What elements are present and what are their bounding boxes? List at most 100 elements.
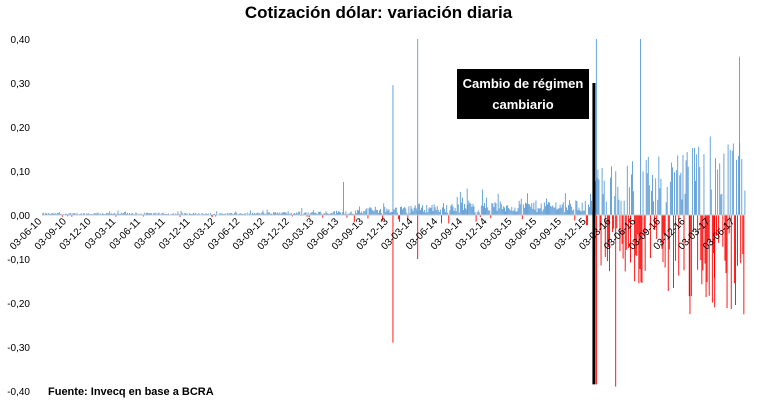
data-bar <box>549 202 551 215</box>
data-bar <box>313 212 315 215</box>
data-bar <box>87 213 89 215</box>
data-bar <box>138 213 140 215</box>
data-bar <box>718 215 720 243</box>
data-bar <box>52 213 54 215</box>
data-bar <box>453 210 455 215</box>
data-bar <box>184 213 186 215</box>
data-bar <box>673 215 674 289</box>
data-bar <box>235 211 237 215</box>
data-bar <box>475 215 477 222</box>
data-bar <box>732 143 734 215</box>
data-bar <box>86 213 87 215</box>
data-bar <box>618 199 620 215</box>
data-bar <box>400 207 401 215</box>
data-bar <box>379 210 380 215</box>
data-bar <box>738 155 740 215</box>
data-bar <box>553 207 555 215</box>
data-bar <box>121 213 123 215</box>
data-bar <box>304 212 306 215</box>
data-bar <box>337 212 338 215</box>
data-bar <box>684 193 686 215</box>
data-bar <box>688 215 690 297</box>
data-bar <box>254 213 255 215</box>
data-bar <box>177 211 179 215</box>
data-bar <box>466 188 468 215</box>
data-bar <box>675 215 677 261</box>
data-bar <box>204 213 206 215</box>
data-bar <box>65 213 66 215</box>
data-bar <box>88 213 90 215</box>
data-bar <box>155 212 157 215</box>
data-bar <box>348 213 350 215</box>
data-bar <box>664 215 666 268</box>
data-bar <box>149 213 150 215</box>
data-bar <box>392 85 394 215</box>
data-bar <box>376 210 378 215</box>
data-bar <box>455 211 457 215</box>
data-bar <box>583 210 585 215</box>
data-bar <box>571 206 573 215</box>
data-bar <box>596 178 598 215</box>
data-bar <box>279 212 281 215</box>
data-bar <box>454 207 456 215</box>
data-bar <box>601 167 603 215</box>
data-bar <box>462 197 463 215</box>
data-bar <box>526 203 527 215</box>
data-bar <box>384 206 386 215</box>
data-bar <box>589 207 590 215</box>
data-bar <box>329 213 331 215</box>
data-bar <box>97 212 99 215</box>
data-bar <box>573 209 575 215</box>
data-bar <box>555 202 557 215</box>
data-bar <box>489 210 491 215</box>
data-bar <box>636 215 638 256</box>
data-bar <box>466 209 468 215</box>
data-bar <box>102 213 104 215</box>
data-bar <box>559 204 561 215</box>
data-bar <box>363 211 365 215</box>
data-bar <box>76 213 78 215</box>
data-bar <box>368 208 370 215</box>
data-bar <box>278 213 280 215</box>
data-bar <box>60 213 62 215</box>
data-bar <box>267 212 269 215</box>
data-bar <box>527 193 528 215</box>
data-bar <box>120 212 122 215</box>
data-bar <box>532 208 534 215</box>
data-bar <box>82 213 84 215</box>
data-bar <box>736 159 737 215</box>
data-bar <box>326 212 328 215</box>
data-bar <box>744 190 746 215</box>
data-bar <box>572 210 574 215</box>
data-bar <box>648 185 650 215</box>
data-bar <box>70 212 72 215</box>
data-bar <box>48 212 50 215</box>
data-bar <box>361 211 363 215</box>
data-bar <box>707 215 709 241</box>
data-bar <box>448 215 450 224</box>
data-bar <box>655 178 657 215</box>
data-bar <box>362 213 364 215</box>
data-bar <box>691 147 693 215</box>
data-bar <box>616 215 618 229</box>
y-tick-label: 0,30 <box>11 79 31 90</box>
data-bar <box>683 215 685 271</box>
data-bar <box>717 169 719 215</box>
y-tick-label: -0,20 <box>7 299 30 310</box>
data-bar <box>226 213 228 215</box>
data-bar <box>588 204 589 215</box>
data-bar <box>560 207 562 215</box>
data-bar <box>258 213 260 215</box>
data-bar <box>262 210 264 215</box>
data-bar <box>181 212 183 215</box>
data-bar <box>607 215 609 248</box>
data-bar <box>116 213 118 215</box>
data-bar <box>457 204 459 215</box>
data-bar <box>724 215 726 261</box>
data-bar <box>517 208 519 215</box>
data-bar <box>91 213 93 215</box>
data-bar <box>280 213 282 215</box>
data-bar <box>68 213 70 215</box>
data-bar <box>349 212 351 215</box>
